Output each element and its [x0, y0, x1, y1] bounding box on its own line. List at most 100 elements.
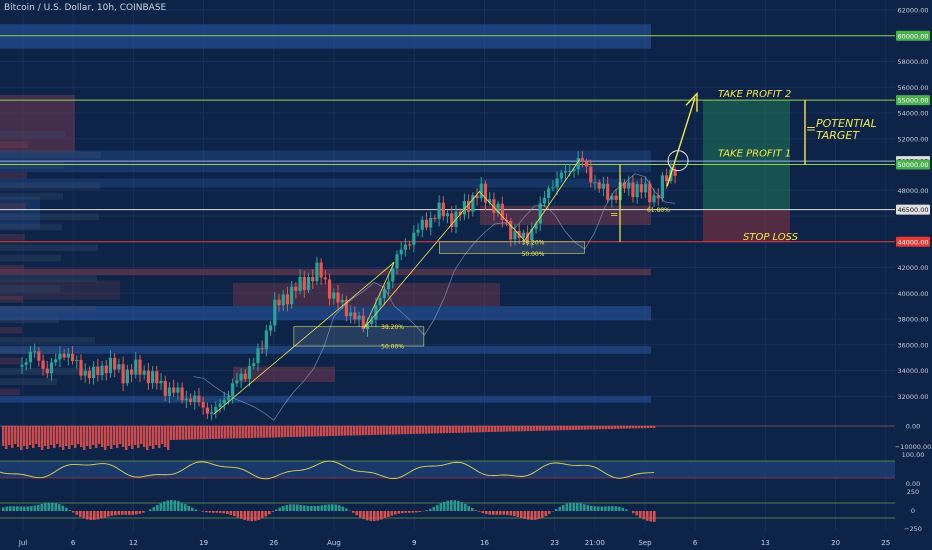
- volume-bar: [347, 426, 350, 436]
- macd-bar: [250, 511, 254, 522]
- candle-body: [656, 195, 660, 199]
- candle-body: [597, 182, 601, 189]
- x-tick-label: 23: [550, 539, 559, 547]
- macd-bar: [537, 511, 541, 520]
- volume-bar: [71, 426, 74, 445]
- candle-body: [302, 276, 306, 291]
- rsi-band: [0, 461, 895, 478]
- volume-bar: [68, 426, 71, 449]
- volume-profile-bar: [0, 192, 63, 200]
- candle-body: [420, 219, 424, 230]
- volume-bar: [554, 426, 557, 431]
- x-tick-label: 6: [71, 539, 76, 547]
- candle-body: [627, 182, 631, 189]
- candle-body: [306, 277, 311, 291]
- volume-bar: [176, 426, 179, 440]
- volume-bar: [128, 426, 131, 446]
- macd-bar: [387, 511, 390, 517]
- candle-body: [231, 383, 235, 397]
- macd-bar: [362, 511, 366, 520]
- fib-label: 61.80%: [647, 207, 670, 214]
- macd-bar: [16, 506, 19, 511]
- candle-body: [188, 398, 193, 402]
- macd-bar: [548, 511, 551, 514]
- macd-bar: [61, 505, 65, 511]
- candle-body: [260, 348, 264, 350]
- macd-bar: [135, 511, 138, 515]
- stop-loss-box: [703, 209, 790, 242]
- candle-body: [445, 213, 450, 217]
- candle-body: [563, 171, 568, 173]
- macd-bar: [576, 502, 579, 511]
- macd-bar: [313, 505, 317, 511]
- candle-body: [138, 359, 142, 375]
- macd-bar: [229, 511, 233, 515]
- volume-bar: [434, 426, 437, 434]
- volume-bar: [272, 426, 275, 438]
- macd-bar: [2, 507, 5, 511]
- candle-body: [412, 232, 416, 245]
- candle-body: [568, 170, 572, 172]
- candle-body: [496, 203, 500, 213]
- stop-loss-label: STOP LOSS: [743, 232, 799, 243]
- macd-bar: [180, 502, 184, 511]
- y-tick-label: 56000.00: [897, 84, 928, 92]
- macd-bar: [467, 505, 471, 511]
- macd-bar: [33, 505, 37, 511]
- macd-bar: [600, 506, 604, 511]
- macd-bar: [446, 500, 450, 511]
- macd-bar: [443, 501, 446, 511]
- macd-bar: [453, 500, 457, 511]
- candle-body: [509, 220, 513, 240]
- volume-profile-bar: [0, 275, 97, 282]
- candle-body: [593, 182, 597, 184]
- candle-body: [500, 203, 504, 221]
- volume-bar: [86, 426, 89, 446]
- volume-bar: [497, 426, 500, 432]
- volume-bar: [122, 426, 125, 447]
- macd-bar: [310, 505, 313, 511]
- macd-bar: [460, 502, 464, 511]
- volume-bar: [491, 426, 494, 432]
- macd-bar: [19, 506, 23, 511]
- volume-bar: [533, 426, 536, 431]
- volume-bar: [191, 426, 194, 440]
- fib-label: 38.20%: [522, 239, 545, 246]
- macd-bar: [401, 511, 404, 514]
- macd-bar: [68, 510, 72, 511]
- candle-body: [349, 312, 353, 317]
- macd-bar: [562, 505, 565, 511]
- volume-bar: [95, 426, 98, 448]
- candle-body: [75, 360, 79, 362]
- candle-body: [534, 223, 538, 230]
- volume-profile-bar: [0, 347, 58, 355]
- candle-body: [344, 299, 349, 317]
- fib-box: [293, 326, 425, 347]
- potential-target-label: POTENTIAL: [816, 117, 877, 130]
- volume-bar: [233, 426, 236, 439]
- volume-bar: [620, 426, 623, 429]
- candle-body: [151, 371, 155, 384]
- candle-body: [441, 202, 445, 217]
- macd-bar: [278, 507, 282, 511]
- volume-bar: [53, 426, 56, 448]
- volume-bar: [5, 426, 8, 449]
- candle-body: [631, 182, 635, 198]
- volume-axis-label: 0.00: [906, 423, 920, 431]
- volume-bar: [206, 426, 209, 440]
- candle-body: [142, 370, 146, 375]
- price-line-label-bg: [896, 95, 930, 106]
- volume-bar: [266, 426, 269, 438]
- candle-body: [580, 158, 584, 162]
- macd-bar: [268, 511, 271, 515]
- macd-bar: [233, 511, 236, 517]
- volume-profile-bar: [0, 254, 61, 262]
- macd-bar: [114, 511, 117, 516]
- volume-bar: [503, 426, 506, 432]
- macd-bar: [345, 508, 348, 511]
- volume-bar: [134, 426, 137, 445]
- current-price-circle: [667, 150, 689, 172]
- volume-bar: [338, 426, 341, 436]
